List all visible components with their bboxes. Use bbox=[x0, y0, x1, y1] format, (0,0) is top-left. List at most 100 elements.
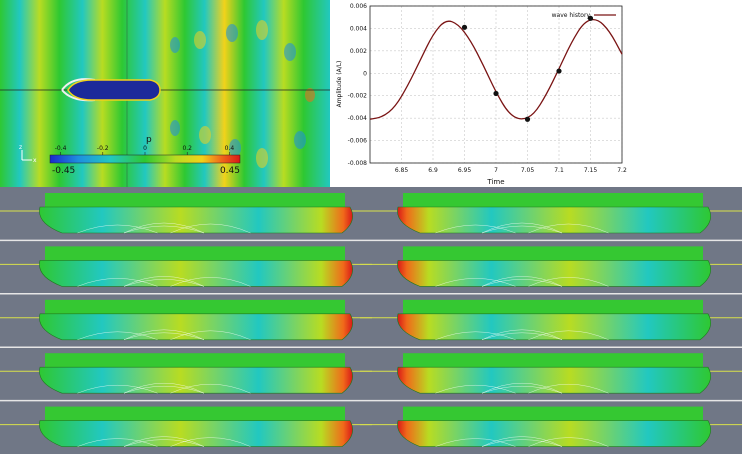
y-tick-label: 0 bbox=[363, 70, 367, 77]
colorbar-tick-label: -0.2 bbox=[97, 145, 109, 152]
hull-body bbox=[397, 206, 711, 234]
hull-body bbox=[397, 420, 711, 447]
pressure-contour-line bbox=[481, 222, 563, 234]
axis-letter-x: x bbox=[33, 157, 37, 164]
pressure-contour-line bbox=[123, 329, 205, 341]
colorbar-tick-label: -0.4 bbox=[55, 145, 67, 152]
hull-rows bbox=[0, 193, 742, 447]
hull-pressure-panels bbox=[0, 187, 742, 454]
pressure-contour-line bbox=[123, 222, 205, 234]
pressure-contour-line bbox=[77, 384, 158, 394]
plot-frame bbox=[369, 5, 623, 164]
pressure-contour-line bbox=[123, 385, 205, 394]
colorbar-title: p bbox=[146, 135, 152, 145]
pressure-contour-line bbox=[528, 437, 609, 447]
hull-view bbox=[0, 193, 372, 234]
hull-body bbox=[39, 366, 353, 394]
x-tick-label: 6.85 bbox=[395, 167, 409, 174]
pressure-contour-line bbox=[77, 331, 158, 341]
hull-deck bbox=[45, 353, 345, 368]
pressure-contour-panel: p -0.4 -0.2 0 0.2 0.4 -0.45 0.45 z x bbox=[0, 0, 330, 187]
hull-view bbox=[360, 299, 742, 341]
y-tick-label: -0.006 bbox=[348, 138, 368, 145]
colorbar-max-label: 0.45 bbox=[220, 166, 240, 176]
ship-hull-plan bbox=[67, 79, 161, 101]
pressure-contour-line bbox=[435, 438, 516, 447]
x-tick-labels: 6.85 6.9 6.95 7 7.05 7.1 7.15 7.2 bbox=[395, 167, 627, 174]
pressure-contour-line bbox=[123, 332, 205, 341]
pressure-contour-line bbox=[170, 437, 251, 447]
pressure-contour-line bbox=[481, 225, 563, 234]
pressure-contour-line bbox=[435, 384, 516, 394]
pressure-contour-line bbox=[481, 276, 563, 287]
pressure-contour-line bbox=[528, 330, 609, 341]
y-tick-labels: 0.006 0.004 0.002 0 -0.002 -0.004 -0.006 -0.008 bbox=[348, 3, 368, 167]
series-line-wave-history bbox=[369, 19, 623, 120]
x-tick-label: 6.9 bbox=[428, 167, 438, 174]
hull-body bbox=[39, 420, 353, 447]
hull-view bbox=[360, 246, 742, 287]
y-tick-label: -0.002 bbox=[348, 93, 368, 100]
series-marker bbox=[524, 116, 531, 122]
y-tick-label: -0.004 bbox=[348, 115, 368, 122]
legend-label: wave history bbox=[552, 12, 591, 19]
hull-body bbox=[397, 260, 711, 287]
hull-deck bbox=[45, 246, 345, 261]
wake-pattern bbox=[170, 20, 315, 168]
y-axis-label: Amplitude (A/L) bbox=[336, 61, 343, 108]
pressure-contour-line bbox=[77, 438, 158, 447]
hull-body bbox=[39, 206, 353, 234]
chart-background bbox=[332, 0, 742, 187]
x-tick-label: 7.15 bbox=[584, 167, 598, 174]
pressure-contour-line bbox=[170, 277, 251, 287]
x-tick-label: 7.05 bbox=[521, 167, 535, 174]
pressure-contour-line bbox=[481, 382, 563, 394]
pressure-contour-line bbox=[123, 382, 205, 394]
pressure-contour-line bbox=[481, 329, 563, 341]
hull-deck bbox=[45, 299, 345, 314]
colorbar-min-label: -0.45 bbox=[52, 166, 75, 176]
hull-body bbox=[397, 366, 711, 394]
pressure-contour-line bbox=[435, 224, 516, 234]
hull-deck bbox=[403, 246, 703, 261]
legend: wave history bbox=[552, 12, 616, 19]
x-tick-label: 7.1 bbox=[554, 167, 564, 174]
axis-letter-z: z bbox=[19, 144, 22, 151]
x-tick-label: 7.2 bbox=[617, 167, 627, 174]
hull-deck bbox=[403, 406, 703, 421]
hull-body bbox=[397, 313, 711, 341]
pressure-contour-line bbox=[123, 439, 205, 447]
y-tick-label: 0.002 bbox=[350, 48, 367, 55]
x-tick-label: 6.95 bbox=[458, 167, 472, 174]
hull-view bbox=[360, 406, 742, 447]
hull-view bbox=[0, 353, 372, 394]
hull-deck bbox=[403, 193, 703, 207]
series-marker bbox=[587, 15, 594, 21]
pressure-contour-line bbox=[123, 436, 205, 447]
series-marker bbox=[461, 24, 468, 30]
pressure-contour-line bbox=[528, 383, 609, 394]
pressure-contour-line bbox=[77, 224, 158, 234]
colorbar-ticks: -0.4 -0.2 0 0.2 0.4 bbox=[55, 145, 235, 155]
hull-deck bbox=[45, 406, 345, 421]
pressure-contour-line bbox=[481, 436, 563, 447]
series-marker bbox=[556, 68, 562, 74]
pressure-contour-line bbox=[481, 385, 563, 394]
pressure-contour-line bbox=[170, 383, 251, 394]
pressure-contour-line bbox=[435, 278, 516, 287]
pressure-contour-line bbox=[123, 276, 205, 287]
y-tick-label: 0.006 bbox=[350, 3, 367, 10]
hull-view bbox=[0, 246, 372, 287]
hull-view bbox=[360, 193, 742, 234]
y-tick-label: -0.008 bbox=[348, 160, 368, 167]
colorbar-tick-label: 0.2 bbox=[182, 145, 192, 152]
wave-history-chart: 6.85 6.9 6.95 7 7.05 7.1 7.15 7.2 0.0060.0040.0… bbox=[332, 0, 742, 187]
pressure-contour-line bbox=[481, 439, 563, 447]
hull-body bbox=[39, 313, 353, 341]
hull-deck bbox=[403, 299, 703, 314]
series-marker bbox=[493, 90, 499, 97]
hull-view bbox=[0, 299, 372, 341]
colorbar-tick-label: 0 bbox=[143, 145, 147, 152]
pressure-contour-line bbox=[481, 332, 563, 341]
colorbar-tick-label: 0.4 bbox=[225, 145, 235, 152]
